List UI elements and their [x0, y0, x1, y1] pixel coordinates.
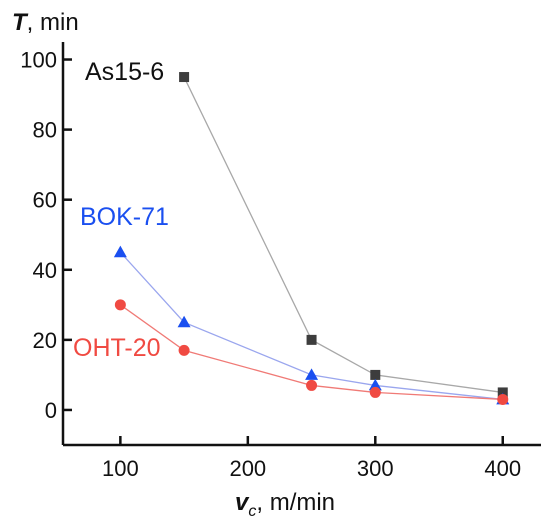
- x-tick-label: 200: [229, 456, 266, 481]
- x-axis-label: vc, m/min: [235, 489, 335, 520]
- y-axis-symbol: T: [12, 9, 29, 36]
- x-tick-label: 400: [484, 456, 521, 481]
- data-point: [368, 378, 382, 391]
- data-point: [177, 315, 191, 328]
- data-point: [306, 334, 317, 345]
- data-point: [178, 344, 190, 356]
- axes: 0 20 40 60 80 100 100 200 300 400: [20, 42, 541, 481]
- data-point: [497, 387, 508, 398]
- y-tick-label: 0: [45, 398, 57, 423]
- series-labels: As15-6 BOK-71 OHT-20: [73, 58, 169, 362]
- x-axis-unit: , m/min: [256, 489, 335, 516]
- data-point: [114, 299, 126, 311]
- series-label: As15-6: [85, 58, 164, 86]
- data-point: [370, 369, 381, 380]
- series-line: [183, 76, 503, 394]
- series-lines: [119, 76, 503, 401]
- series-markers: [113, 72, 510, 405]
- data-point: [497, 393, 509, 405]
- x-axis-symbol: v: [235, 489, 250, 516]
- data-point: [305, 368, 319, 380]
- x-axis-subscript: c: [248, 503, 256, 520]
- y-tick-label: 60: [33, 188, 57, 213]
- y-tick-label: 80: [33, 118, 57, 143]
- y-axis-label: T, min: [12, 9, 79, 36]
- y-tick-label: 100: [20, 48, 57, 73]
- series-label: OHT-20: [73, 334, 161, 362]
- data-point: [306, 379, 318, 391]
- y-tick-label: 40: [33, 258, 57, 283]
- y-axis-unit: , min: [27, 9, 79, 36]
- data-point: [113, 245, 127, 258]
- x-tick-label: 100: [102, 456, 139, 481]
- series-label: BOK-71: [80, 203, 169, 231]
- y-tick-label: 20: [33, 328, 57, 353]
- data-point: [179, 72, 190, 83]
- x-tick-label: 300: [357, 456, 394, 481]
- data-point: [369, 386, 381, 398]
